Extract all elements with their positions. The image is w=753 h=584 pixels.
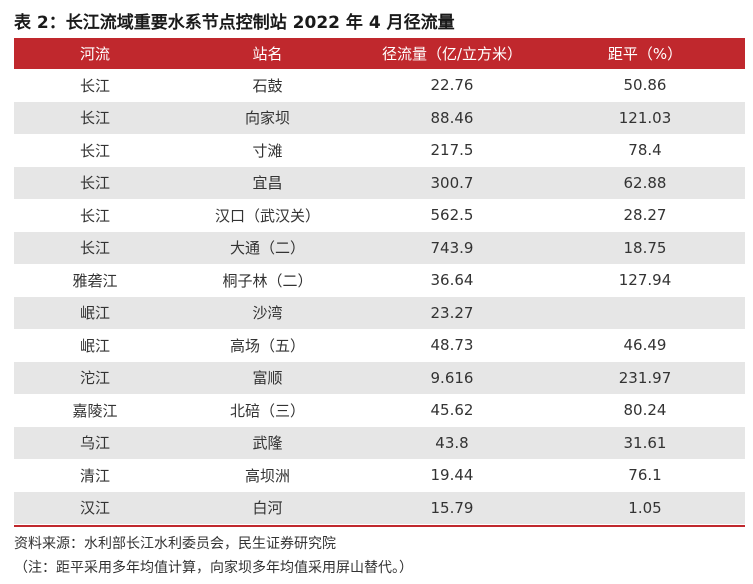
table-row: 长江 大通（二） 743.9 18.75 bbox=[14, 231, 745, 264]
cell-river: 岷江 bbox=[14, 329, 176, 362]
cell-river: 长江 bbox=[14, 101, 176, 134]
cell-station: 宜昌 bbox=[176, 166, 359, 199]
cell-anomaly: 18.75 bbox=[545, 231, 745, 264]
cell-river: 岷江 bbox=[14, 296, 176, 329]
cell-station: 大通（二） bbox=[176, 231, 359, 264]
cell-anomaly: 80.24 bbox=[545, 394, 745, 427]
table-row: 沱江 富顺 9.616 231.97 bbox=[14, 361, 745, 394]
cell-river: 长江 bbox=[14, 199, 176, 232]
cell-station: 高场（五） bbox=[176, 329, 359, 362]
cell-runoff: 48.73 bbox=[359, 329, 545, 362]
cell-runoff: 15.79 bbox=[359, 491, 545, 524]
cell-river: 长江 bbox=[14, 166, 176, 199]
bottom-rule bbox=[14, 525, 745, 527]
cell-anomaly: 31.61 bbox=[545, 426, 745, 459]
table-row: 乌江 武隆 43.8 31.61 bbox=[14, 426, 745, 459]
table-body: 长江 石鼓 22.76 50.86 长江 向家坝 88.46 121.03 长江 寸滩 217.5 7… bbox=[14, 69, 745, 524]
table-row: 嘉陵江 北碚（三） 45.62 80.24 bbox=[14, 394, 745, 427]
cell-station: 白河 bbox=[176, 491, 359, 524]
cell-station: 汉口（武汉关） bbox=[176, 199, 359, 232]
table-row: 长江 宜昌 300.7 62.88 bbox=[14, 166, 745, 199]
cell-station: 富顺 bbox=[176, 361, 359, 394]
cell-runoff: 19.44 bbox=[359, 459, 545, 492]
cell-runoff: 22.76 bbox=[359, 69, 545, 102]
table-row: 长江 汉口（武汉关） 562.5 28.27 bbox=[14, 199, 745, 232]
table-header: 河流 站名 径流量（亿/立方米） 距平（%） bbox=[14, 38, 745, 69]
cell-anomaly: 50.86 bbox=[545, 69, 745, 102]
table-title: 表 2：长江流域重要水系节点控制站 2022 年 4 月径流量 bbox=[14, 13, 455, 33]
runoff-table: 河流 站名 径流量（亿/立方米） 距平（%） 长江 石鼓 22.76 50.86 长江向… bbox=[14, 38, 745, 524]
cell-runoff: 300.7 bbox=[359, 166, 545, 199]
cell-station: 桐子林（二） bbox=[176, 264, 359, 297]
cell-river: 雅砻江 bbox=[14, 264, 176, 297]
cell-station: 寸滩 bbox=[176, 134, 359, 167]
cell-anomaly: 127.94 bbox=[545, 264, 745, 297]
cell-anomaly: 121.03 bbox=[545, 101, 745, 134]
table-row: 岷江 沙湾 23.27 bbox=[14, 296, 745, 329]
cell-river: 清江 bbox=[14, 459, 176, 492]
cell-river: 长江 bbox=[14, 69, 176, 102]
cell-runoff: 88.46 bbox=[359, 101, 545, 134]
header-station: 站名 bbox=[176, 38, 359, 69]
table-row: 清江 高坝洲 19.44 76.1 bbox=[14, 459, 745, 492]
cell-station: 高坝洲 bbox=[176, 459, 359, 492]
cell-anomaly: 1.05 bbox=[545, 491, 745, 524]
table-row: 雅砻江 桐子林（二） 36.64 127.94 bbox=[14, 264, 745, 297]
cell-river: 长江 bbox=[14, 134, 176, 167]
cell-runoff: 23.27 bbox=[359, 296, 545, 329]
cell-station: 向家坝 bbox=[176, 101, 359, 134]
cell-anomaly: 46.49 bbox=[545, 329, 745, 362]
cell-river: 沱江 bbox=[14, 361, 176, 394]
cell-runoff: 45.62 bbox=[359, 394, 545, 427]
cell-river: 乌江 bbox=[14, 426, 176, 459]
cell-runoff: 43.8 bbox=[359, 426, 545, 459]
table-row: 岷江 高场（五） 48.73 46.49 bbox=[14, 329, 745, 362]
table-row: 长江 石鼓 22.76 50.86 bbox=[14, 69, 745, 102]
cell-anomaly bbox=[545, 296, 745, 329]
cell-station: 沙湾 bbox=[176, 296, 359, 329]
cell-river: 嘉陵江 bbox=[14, 394, 176, 427]
cell-station: 武隆 bbox=[176, 426, 359, 459]
cell-runoff: 217.5 bbox=[359, 134, 545, 167]
cell-anomaly: 28.27 bbox=[545, 199, 745, 232]
cell-river: 汉江 bbox=[14, 491, 176, 524]
cell-runoff: 9.616 bbox=[359, 361, 545, 394]
cell-station: 石鼓 bbox=[176, 69, 359, 102]
header-river: 河流 bbox=[14, 38, 176, 69]
cell-anomaly: 231.97 bbox=[545, 361, 745, 394]
cell-anomaly: 62.88 bbox=[545, 166, 745, 199]
header-anomaly: 距平（%） bbox=[545, 38, 745, 69]
cell-runoff: 743.9 bbox=[359, 231, 545, 264]
table-row: 长江 寸滩 217.5 78.4 bbox=[14, 134, 745, 167]
footnote: （注：距平采用多年均值计算，向家坝多年均值采用屏山替代。） bbox=[14, 560, 413, 576]
cell-river: 长江 bbox=[14, 231, 176, 264]
cell-anomaly: 78.4 bbox=[545, 134, 745, 167]
source-note: 资料来源：水利部长江水利委员会，民生证券研究院 bbox=[14, 536, 336, 552]
cell-station: 北碚（三） bbox=[176, 394, 359, 427]
header-runoff: 径流量（亿/立方米） bbox=[359, 38, 545, 69]
table-row: 长江 向家坝 88.46 121.03 bbox=[14, 101, 745, 134]
cell-runoff: 562.5 bbox=[359, 199, 545, 232]
cell-anomaly: 76.1 bbox=[545, 459, 745, 492]
cell-runoff: 36.64 bbox=[359, 264, 545, 297]
header-row: 河流 站名 径流量（亿/立方米） 距平（%） bbox=[14, 38, 745, 69]
table-row: 汉江 白河 15.79 1.05 bbox=[14, 491, 745, 524]
